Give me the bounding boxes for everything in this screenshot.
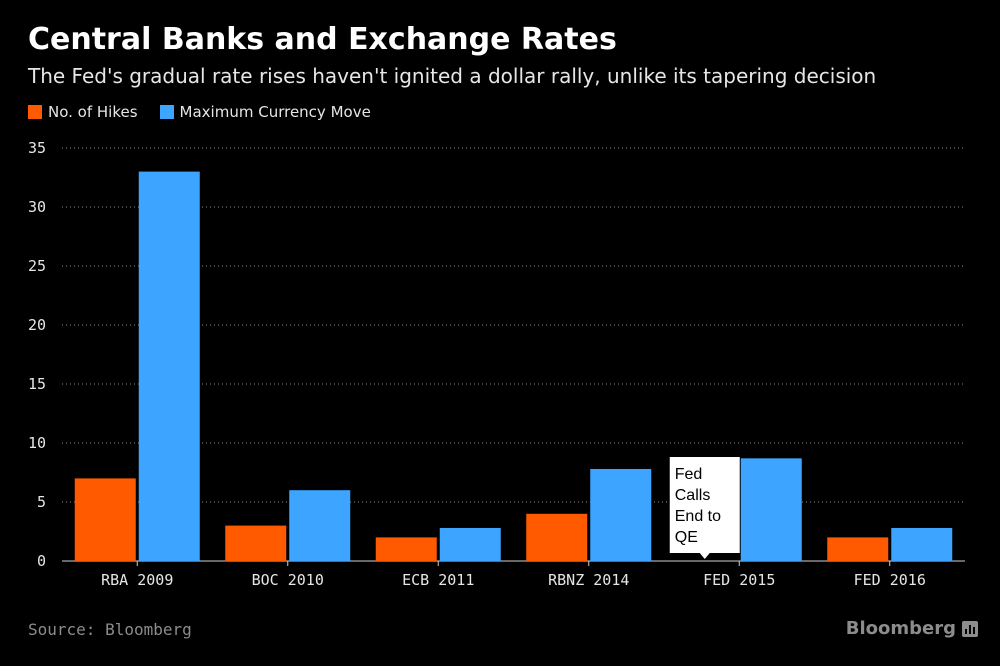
y-tick-label: 0 (37, 552, 46, 570)
source-note: Source: Bloomberg (28, 620, 192, 639)
bar-currency-move (289, 490, 351, 561)
bar-hikes (74, 478, 136, 561)
annotation-text: Fed Calls End to QE (675, 466, 721, 546)
bar-hikes (225, 525, 287, 561)
bar-hikes (526, 513, 588, 561)
x-tick-label: RBNZ 2014 (548, 571, 629, 589)
legend: No. of Hikes Maximum Currency Move (28, 103, 393, 121)
legend-item-hikes: No. of Hikes (28, 103, 138, 121)
bar-hikes (827, 537, 889, 561)
chart-title: Central Banks and Exchange Rates (28, 22, 617, 57)
brand-logo: Bloomberg (846, 618, 978, 639)
bar-currency-move (138, 171, 200, 561)
bar-currency-move (439, 527, 501, 561)
chart-subtitle: The Fed's gradual rate rises haven't ign… (28, 64, 877, 88)
legend-swatch-currency-move (159, 105, 174, 119)
annotation-box (669, 457, 740, 553)
bar-currency-move (590, 468, 652, 561)
x-tick-label: FED 2015 (703, 571, 775, 589)
bar-hikes (375, 537, 437, 561)
y-tick-label: 5 (37, 493, 46, 511)
legend-label-currency-move: Maximum Currency Move (179, 103, 371, 121)
x-tick-label: BOC 2010 (252, 571, 324, 589)
y-tick-label: 35 (28, 139, 46, 157)
bar-chart-icon (962, 620, 978, 637)
legend-item-currency-move: Maximum Currency Move (159, 103, 371, 121)
brand-name: Bloomberg (845, 618, 956, 639)
x-tick-label: ECB 2011 (402, 571, 474, 589)
y-tick-label: 25 (28, 257, 46, 275)
annotation-pointer (699, 553, 710, 559)
y-tick-label: 30 (28, 198, 46, 216)
y-tick-label: 10 (28, 434, 46, 452)
y-tick-label: 20 (28, 316, 46, 334)
x-tick-label: RBA 2009 (101, 571, 173, 589)
bar-currency-move (740, 458, 802, 561)
legend-label-hikes: No. of Hikes (48, 103, 138, 121)
y-tick-label: 15 (28, 375, 46, 393)
bar-currency-move (891, 527, 953, 561)
x-tick-label: FED 2016 (854, 571, 926, 589)
legend-swatch-hikes (28, 105, 42, 119)
